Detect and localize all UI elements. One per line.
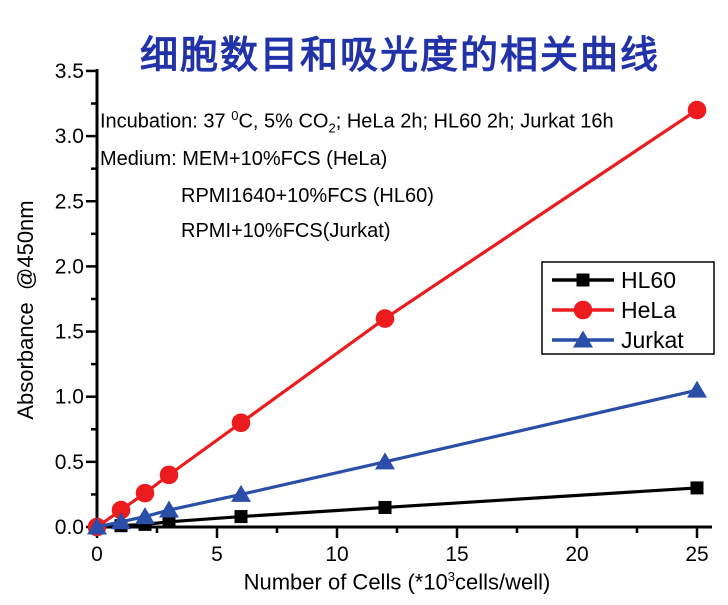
annotation-medium-jurkat: RPMI+10%FCS(Jurkat) — [181, 220, 391, 242]
data-point-jurkat — [231, 484, 251, 502]
data-point-hela — [135, 483, 155, 503]
annotation-incubation: Incubation: 37 0C, 5% CO2; HeLa 2h; HL60… — [100, 108, 614, 136]
y-tick-label: 1.5 — [55, 321, 84, 344]
annotation-medium-hl60: RPMI1640+10%FCS (HL60) — [181, 185, 434, 207]
data-point-hela — [687, 100, 707, 120]
legend-label-jurkat: Jurkat — [621, 327, 684, 353]
data-point-jurkat — [375, 452, 395, 470]
y-tick-label: 1.0 — [55, 386, 84, 409]
annotation-incubation-prefix: Incubation: 37 — [100, 110, 232, 133]
legend-marker-hl60 — [576, 273, 590, 287]
legend-marker-hela — [573, 300, 593, 320]
x-tick-label: 25 — [685, 543, 708, 566]
x-axis-label: Number of Cells (*103cells/well) — [97, 569, 697, 595]
data-point-jurkat — [159, 500, 179, 518]
data-point-jurkat — [111, 512, 131, 530]
annotation-incubation-suffix: ; HeLa 2h; HL60 2h; Jurkat 16h — [335, 110, 614, 133]
y-tick-label: 3.5 — [55, 60, 84, 83]
data-point-hl60 — [690, 481, 704, 495]
x-tick-label: 10 — [325, 543, 348, 566]
x-tick-label: 15 — [445, 543, 468, 566]
chart-title: 细胞数目和吸光度的相关曲线 — [139, 35, 660, 77]
y-axis-label: Absorbance @450nm — [13, 200, 38, 420]
x-tick-label: 20 — [565, 543, 588, 566]
legend-label-hl60: HL60 — [621, 267, 676, 293]
data-point-jurkat — [687, 380, 707, 398]
data-point-hela — [111, 500, 131, 520]
y-tick-label: 2.0 — [55, 255, 84, 278]
data-point-hl60 — [162, 515, 176, 529]
x-axis-label-suffix: cells/well) — [455, 569, 551, 595]
annotation-incubation-mid: C, 5% CO — [238, 110, 329, 133]
data-point-hl60 — [378, 500, 392, 514]
y-tick-label: 0.0 — [55, 516, 84, 539]
legend-marker-jurkat — [573, 330, 593, 348]
y-tick-label: 2.5 — [55, 190, 84, 213]
annotation-medium-hela: Medium: MEM+10%FCS (HeLa) — [100, 148, 388, 170]
annotation-incubation-sub: 2 — [328, 120, 336, 136]
y-tick-label: 0.5 — [55, 451, 84, 474]
x-tick-label: 5 — [211, 543, 223, 566]
x-axis-label-sup: 3 — [447, 569, 456, 584]
data-point-jurkat — [87, 517, 107, 535]
legend-label-hela: HeLa — [621, 297, 676, 323]
data-point-hela — [375, 309, 395, 328]
x-tick-label: 0 — [91, 543, 103, 566]
x-axis-label-prefix: Number of Cells (*10 — [243, 569, 448, 595]
y-tick-label: 3.0 — [55, 125, 84, 148]
data-point-hl60 — [234, 510, 248, 524]
data-point-jurkat — [135, 507, 155, 525]
annotation-incubation-sup: 0 — [231, 108, 239, 123]
data-point-hela — [231, 413, 251, 433]
data-point-hela — [159, 465, 179, 485]
